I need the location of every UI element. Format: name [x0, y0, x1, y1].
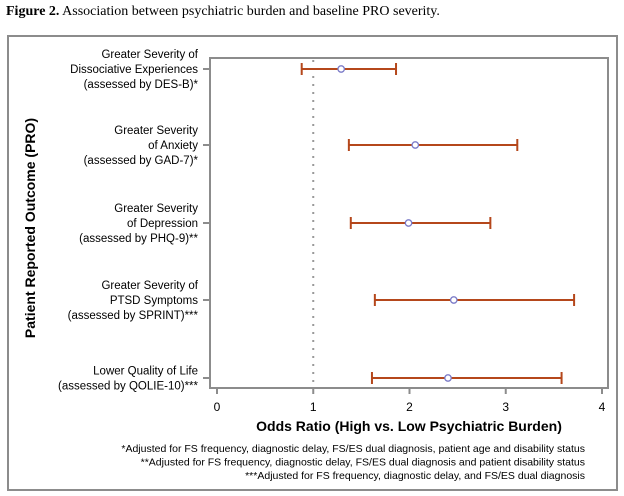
y-tick-label: (assessed by DES-B)* — [84, 79, 199, 91]
odds-ratio-point — [404, 219, 413, 227]
x-tick-label: 1 — [310, 400, 317, 414]
x-tick-label: 2 — [406, 400, 413, 414]
odds-ratio-point — [411, 141, 420, 149]
y-tick-label: (assessed by GAD-7)* — [84, 155, 199, 167]
footnote: *Adjusted for FS frequency, diagnostic d… — [121, 443, 585, 455]
y-tick-label: (assessed by QOLIE-10)*** — [58, 381, 199, 393]
odds-ratio-point — [337, 65, 346, 73]
y-tick-label: Greater Severity — [114, 125, 198, 137]
footnote: ***Adjusted for FS frequency, diagnostic… — [245, 470, 585, 482]
y-tick-label: Greater Severity of — [101, 49, 198, 61]
y-tick-label: (assessed by PHQ-9)** — [79, 233, 198, 245]
y-tick-label: Lower Quality of Life — [93, 366, 198, 378]
figure-number: Figure 2. — [6, 4, 60, 19]
odds-ratio-point — [449, 296, 458, 304]
y-tick-label: Dissociative Experiences — [70, 64, 198, 76]
figure-caption-text: Association between psychiatric burden a… — [59, 4, 440, 19]
x-tick-label: 0 — [214, 400, 221, 414]
y-axis-title: Patient Reported Outcome (PRO) — [22, 118, 38, 338]
figure-caption: Figure 2. Association between psychiatri… — [6, 4, 440, 20]
y-tick-label: of Anxiety — [148, 140, 198, 152]
x-tick-label: 4 — [599, 400, 606, 414]
y-tick-label: of Depression — [127, 218, 198, 230]
y-tick-label: (assessed by SPRINT)*** — [68, 310, 199, 322]
footnote: **Adjusted for FS frequency, diagnostic … — [141, 457, 585, 469]
x-axis-title: Odds Ratio (High vs. Low Psychiatric Bur… — [256, 418, 562, 434]
odds-ratio-point — [444, 374, 452, 382]
chart-frame — [7, 35, 618, 491]
y-tick-label: Greater Severity — [114, 203, 198, 215]
y-tick-label: Greater Severity of — [101, 280, 198, 292]
y-tick-label: PTSD Symptoms — [110, 295, 198, 307]
x-tick-label: 3 — [502, 400, 509, 414]
plot-area — [209, 57, 609, 389]
